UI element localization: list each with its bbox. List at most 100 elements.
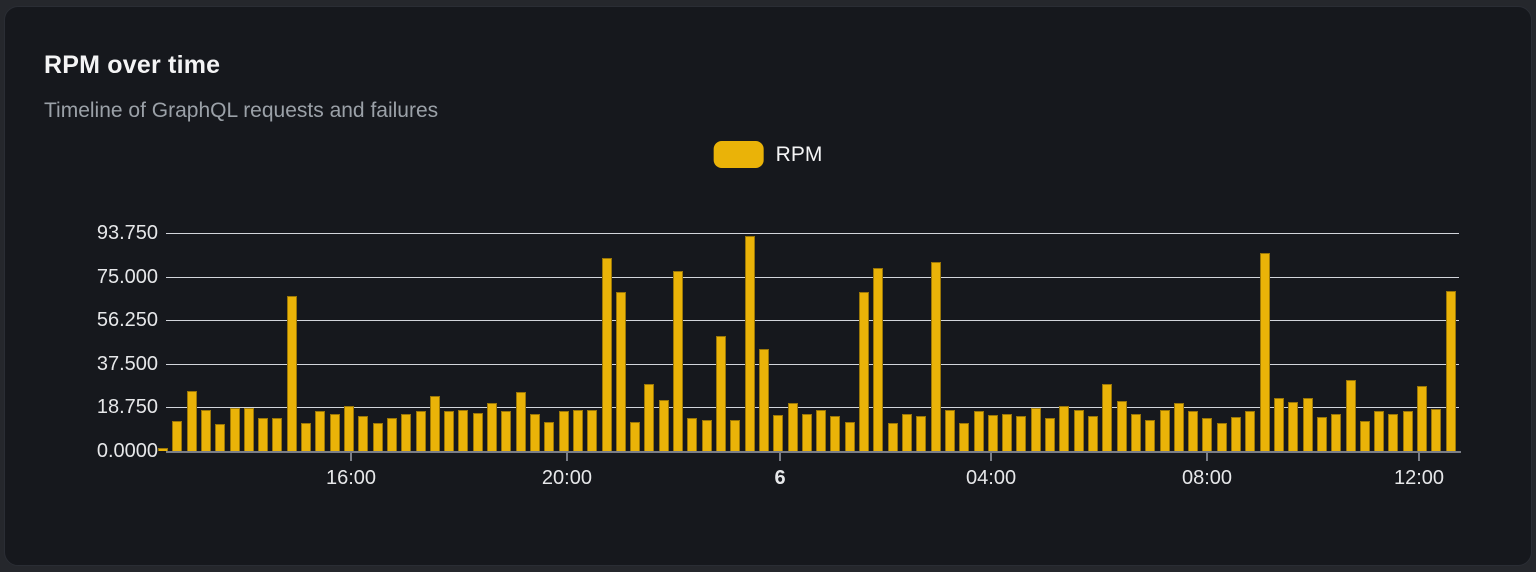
bar[interactable] [1002, 413, 1013, 451]
bar[interactable] [716, 335, 726, 451]
bar[interactable] [272, 418, 283, 451]
bar[interactable] [301, 423, 312, 451]
bar[interactable] [758, 348, 769, 451]
x-axis-tick-label: 12:00 [1394, 467, 1445, 489]
bar[interactable] [530, 413, 540, 451]
bar[interactable] [1045, 418, 1056, 451]
chart-plot-area[interactable] [166, 233, 1459, 451]
bar[interactable] [658, 399, 669, 451]
bar[interactable] [200, 410, 211, 451]
bar[interactable] [558, 411, 569, 451]
y-axis-tick-label: 56.250 [96, 309, 158, 332]
x-axis-tick-label: 6 [774, 467, 786, 489]
bar[interactable] [830, 416, 841, 451]
bar[interactable] [987, 414, 998, 451]
bar[interactable] [644, 383, 655, 451]
bar[interactable] [887, 423, 898, 451]
bar[interactable] [687, 418, 698, 451]
bar[interactable] [873, 268, 884, 451]
bar[interactable] [358, 416, 369, 451]
bar[interactable] [1173, 403, 1184, 451]
bar[interactable] [487, 403, 498, 451]
bar[interactable] [916, 416, 927, 451]
bar[interactable] [1130, 413, 1141, 451]
bar[interactable] [458, 410, 469, 451]
bar[interactable] [1145, 419, 1156, 451]
bar[interactable] [730, 419, 741, 451]
bar[interactable] [258, 418, 269, 451]
bar[interactable] [1159, 410, 1170, 451]
bar[interactable] [1345, 380, 1356, 451]
bar[interactable] [902, 413, 912, 451]
bar[interactable] [444, 411, 455, 451]
y-axis-tick-label: 93.750 [96, 222, 158, 244]
bar[interactable] [386, 418, 397, 451]
bar[interactable] [158, 447, 168, 451]
y-axis-tick-label: 75.000 [96, 265, 158, 288]
bar[interactable] [787, 403, 798, 451]
bar[interactable] [1331, 413, 1342, 451]
bar[interactable] [673, 270, 684, 451]
bar[interactable] [1374, 411, 1385, 451]
bar[interactable] [1245, 411, 1256, 451]
bar[interactable] [801, 413, 812, 451]
bar[interactable] [773, 414, 784, 451]
bar[interactable] [1417, 385, 1428, 451]
bar[interactable] [1388, 413, 1399, 451]
bar[interactable] [1116, 401, 1127, 451]
bar[interactable] [859, 291, 870, 451]
legend-item-rpm[interactable]: RPM [713, 141, 822, 168]
y-axis-labels: 0.0000 18.750 37.500 56.250 75.000 93.750 [5, 223, 158, 461]
bar[interactable] [286, 296, 297, 451]
bar[interactable] [344, 405, 354, 451]
bar[interactable] [1302, 397, 1313, 451]
bar[interactable] [973, 411, 984, 451]
bar[interactable] [1030, 407, 1041, 451]
bar[interactable] [515, 391, 526, 451]
bar[interactable] [587, 410, 598, 451]
bar[interactable] [744, 235, 755, 451]
bar[interactable] [329, 413, 340, 451]
bar[interactable] [215, 424, 226, 451]
bar[interactable] [1231, 417, 1242, 451]
bar[interactable] [1431, 409, 1442, 451]
bar[interactable] [229, 407, 240, 451]
bar[interactable] [630, 421, 641, 451]
bar[interactable] [429, 396, 440, 451]
bar[interactable] [372, 423, 383, 451]
bar[interactable] [701, 419, 712, 451]
bar[interactable] [615, 291, 626, 451]
bar[interactable] [959, 423, 970, 451]
bar[interactable] [186, 390, 197, 451]
bar[interactable] [944, 410, 955, 451]
bar[interactable] [601, 258, 612, 451]
bar[interactable] [1202, 418, 1213, 451]
bar[interactable] [315, 411, 326, 451]
bar[interactable] [472, 412, 483, 451]
bar[interactable] [1316, 417, 1327, 451]
bar[interactable] [572, 410, 583, 451]
bar[interactable] [1059, 405, 1070, 451]
bar[interactable] [401, 413, 412, 451]
bar[interactable] [930, 261, 941, 451]
bar[interactable] [1402, 411, 1413, 451]
bar[interactable] [1102, 383, 1113, 451]
bar[interactable] [1288, 402, 1299, 451]
bar[interactable] [1088, 416, 1098, 451]
bar[interactable] [243, 407, 254, 451]
bar[interactable] [844, 421, 855, 451]
bar[interactable] [1016, 416, 1027, 451]
bar[interactable] [1445, 290, 1456, 451]
bar[interactable] [1073, 410, 1084, 451]
bar[interactable] [1216, 423, 1227, 451]
bar[interactable] [1259, 253, 1270, 451]
bar[interactable] [172, 420, 183, 451]
bar[interactable] [1274, 397, 1284, 451]
bar[interactable] [501, 411, 512, 451]
bar[interactable] [415, 411, 426, 451]
bar[interactable] [1359, 420, 1370, 451]
bar[interactable] [1188, 411, 1199, 451]
bar[interactable] [544, 421, 555, 451]
bar[interactable] [816, 410, 827, 451]
x-axis-tick-mark [990, 453, 993, 461]
